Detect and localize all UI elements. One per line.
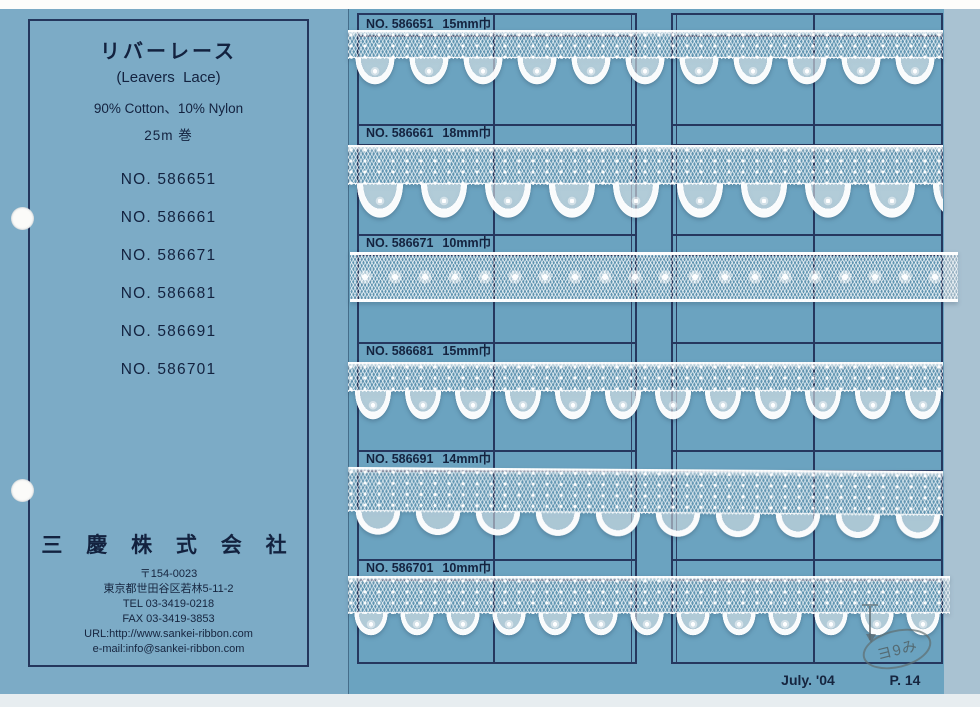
footer-page-number: P. 14 xyxy=(889,672,921,688)
sample-label: NO. 586691 14mm巾 xyxy=(366,451,492,467)
scan-margin-bottom xyxy=(0,694,980,707)
handwritten-down-arrow-icon xyxy=(862,604,878,643)
sample-label: NO. 586701 10mm巾 xyxy=(366,560,492,576)
lace-insertion-band xyxy=(350,252,958,302)
company-name: 三 慶 株 式 会 社 xyxy=(41,534,296,557)
sample-label: NO. 586681 15mm巾 xyxy=(366,343,492,359)
sample-no: NO. 586671 xyxy=(366,236,434,250)
product-number-list: NO. 586651 NO. 586661 NO. 586671 NO. 586… xyxy=(30,161,307,389)
grid-line xyxy=(359,124,635,126)
grid-line xyxy=(813,15,815,662)
lace-net-band xyxy=(347,466,944,517)
product-number: NO. 586681 xyxy=(120,285,217,302)
product-info-card: リバーレース (Leavers Lace) 90% Cotton、10% Nyl… xyxy=(28,19,309,667)
lace-net-band xyxy=(348,145,943,185)
sample-label: NO. 586651 15mm巾 xyxy=(366,16,492,32)
product-number: NO. 586651 xyxy=(120,171,217,188)
sample-no: NO. 586681 xyxy=(366,344,434,358)
product-number: NO. 586661 xyxy=(120,209,217,226)
grid-line xyxy=(673,559,941,561)
grid-line xyxy=(673,342,941,344)
lace-sample-586671 xyxy=(350,252,958,302)
product-title-en: (Leavers Lace) xyxy=(116,69,221,86)
product-title-jp: リバーレース xyxy=(100,41,237,63)
lace-sample-586651 xyxy=(348,30,943,97)
product-number: NO. 586701 xyxy=(120,361,217,378)
postal-code: 〒154-0023 xyxy=(139,568,198,580)
scan-margin-top xyxy=(0,0,980,9)
fax-number: FAX 03-3419-3853 xyxy=(122,613,215,625)
company-email: e-mail:info@sankei-ribbon.com xyxy=(92,643,245,655)
lace-net-band xyxy=(348,362,943,392)
lace-sample-586661 xyxy=(348,145,943,234)
grid-line xyxy=(673,124,941,126)
grid-line xyxy=(359,450,635,452)
company-address-block: 〒154-0023 東京都世田谷区若林5-11-2 TEL 03-3419-02… xyxy=(30,567,307,657)
product-number: NO. 586691 xyxy=(120,323,217,340)
lace-scallop-band xyxy=(348,183,943,234)
lace-scallop-band xyxy=(348,57,943,97)
punch-hole xyxy=(11,479,34,502)
sample-width: 14mm巾 xyxy=(442,452,492,466)
grid-line xyxy=(359,342,635,344)
sample-no: NO. 586651 xyxy=(366,17,434,31)
lace-scallop-band xyxy=(347,509,943,550)
grid-line xyxy=(359,234,635,236)
lace-sample-586701 xyxy=(348,576,950,646)
lace-scallop-band xyxy=(348,390,943,433)
grid-line xyxy=(673,234,941,236)
sample-width: 18mm巾 xyxy=(442,126,492,140)
page-edge-strip xyxy=(944,9,980,694)
lace-sample-586691 xyxy=(347,466,944,550)
footer-date: July. '04 xyxy=(781,672,835,688)
grid-line xyxy=(493,15,495,662)
tel-number: TEL 03-3419-0218 xyxy=(122,598,215,610)
sample-label: NO. 586671 10mm巾 xyxy=(366,235,492,251)
lace-net-band xyxy=(348,576,950,614)
grid-line xyxy=(359,559,635,561)
sample-no: NO. 586701 xyxy=(366,561,434,575)
put-up-length: 25m 巻 xyxy=(144,128,193,143)
street-address: 東京都世田谷区若林5-11-2 xyxy=(103,583,234,595)
lace-net-band xyxy=(348,30,943,59)
sample-width: 15mm巾 xyxy=(442,17,492,31)
company-url: URL:http://www.sankei-ribbon.com xyxy=(84,628,253,640)
sample-width: 15mm巾 xyxy=(442,344,492,358)
product-number: NO. 586671 xyxy=(120,247,217,264)
sample-no: NO. 586691 xyxy=(366,452,434,466)
sample-width: 10mm巾 xyxy=(442,236,492,250)
punch-hole xyxy=(11,207,34,230)
sample-label: NO. 586661 18mm巾 xyxy=(366,125,492,141)
material-composition: 90% Cotton、10% Nylon xyxy=(93,101,244,116)
lace-scallop-band xyxy=(348,612,950,646)
grid-line xyxy=(673,450,941,452)
sample-no: NO. 586661 xyxy=(366,126,434,140)
lace-sample-586681 xyxy=(348,362,943,433)
sample-width: 10mm巾 xyxy=(442,561,492,575)
sample-grid-right-table xyxy=(671,13,943,664)
